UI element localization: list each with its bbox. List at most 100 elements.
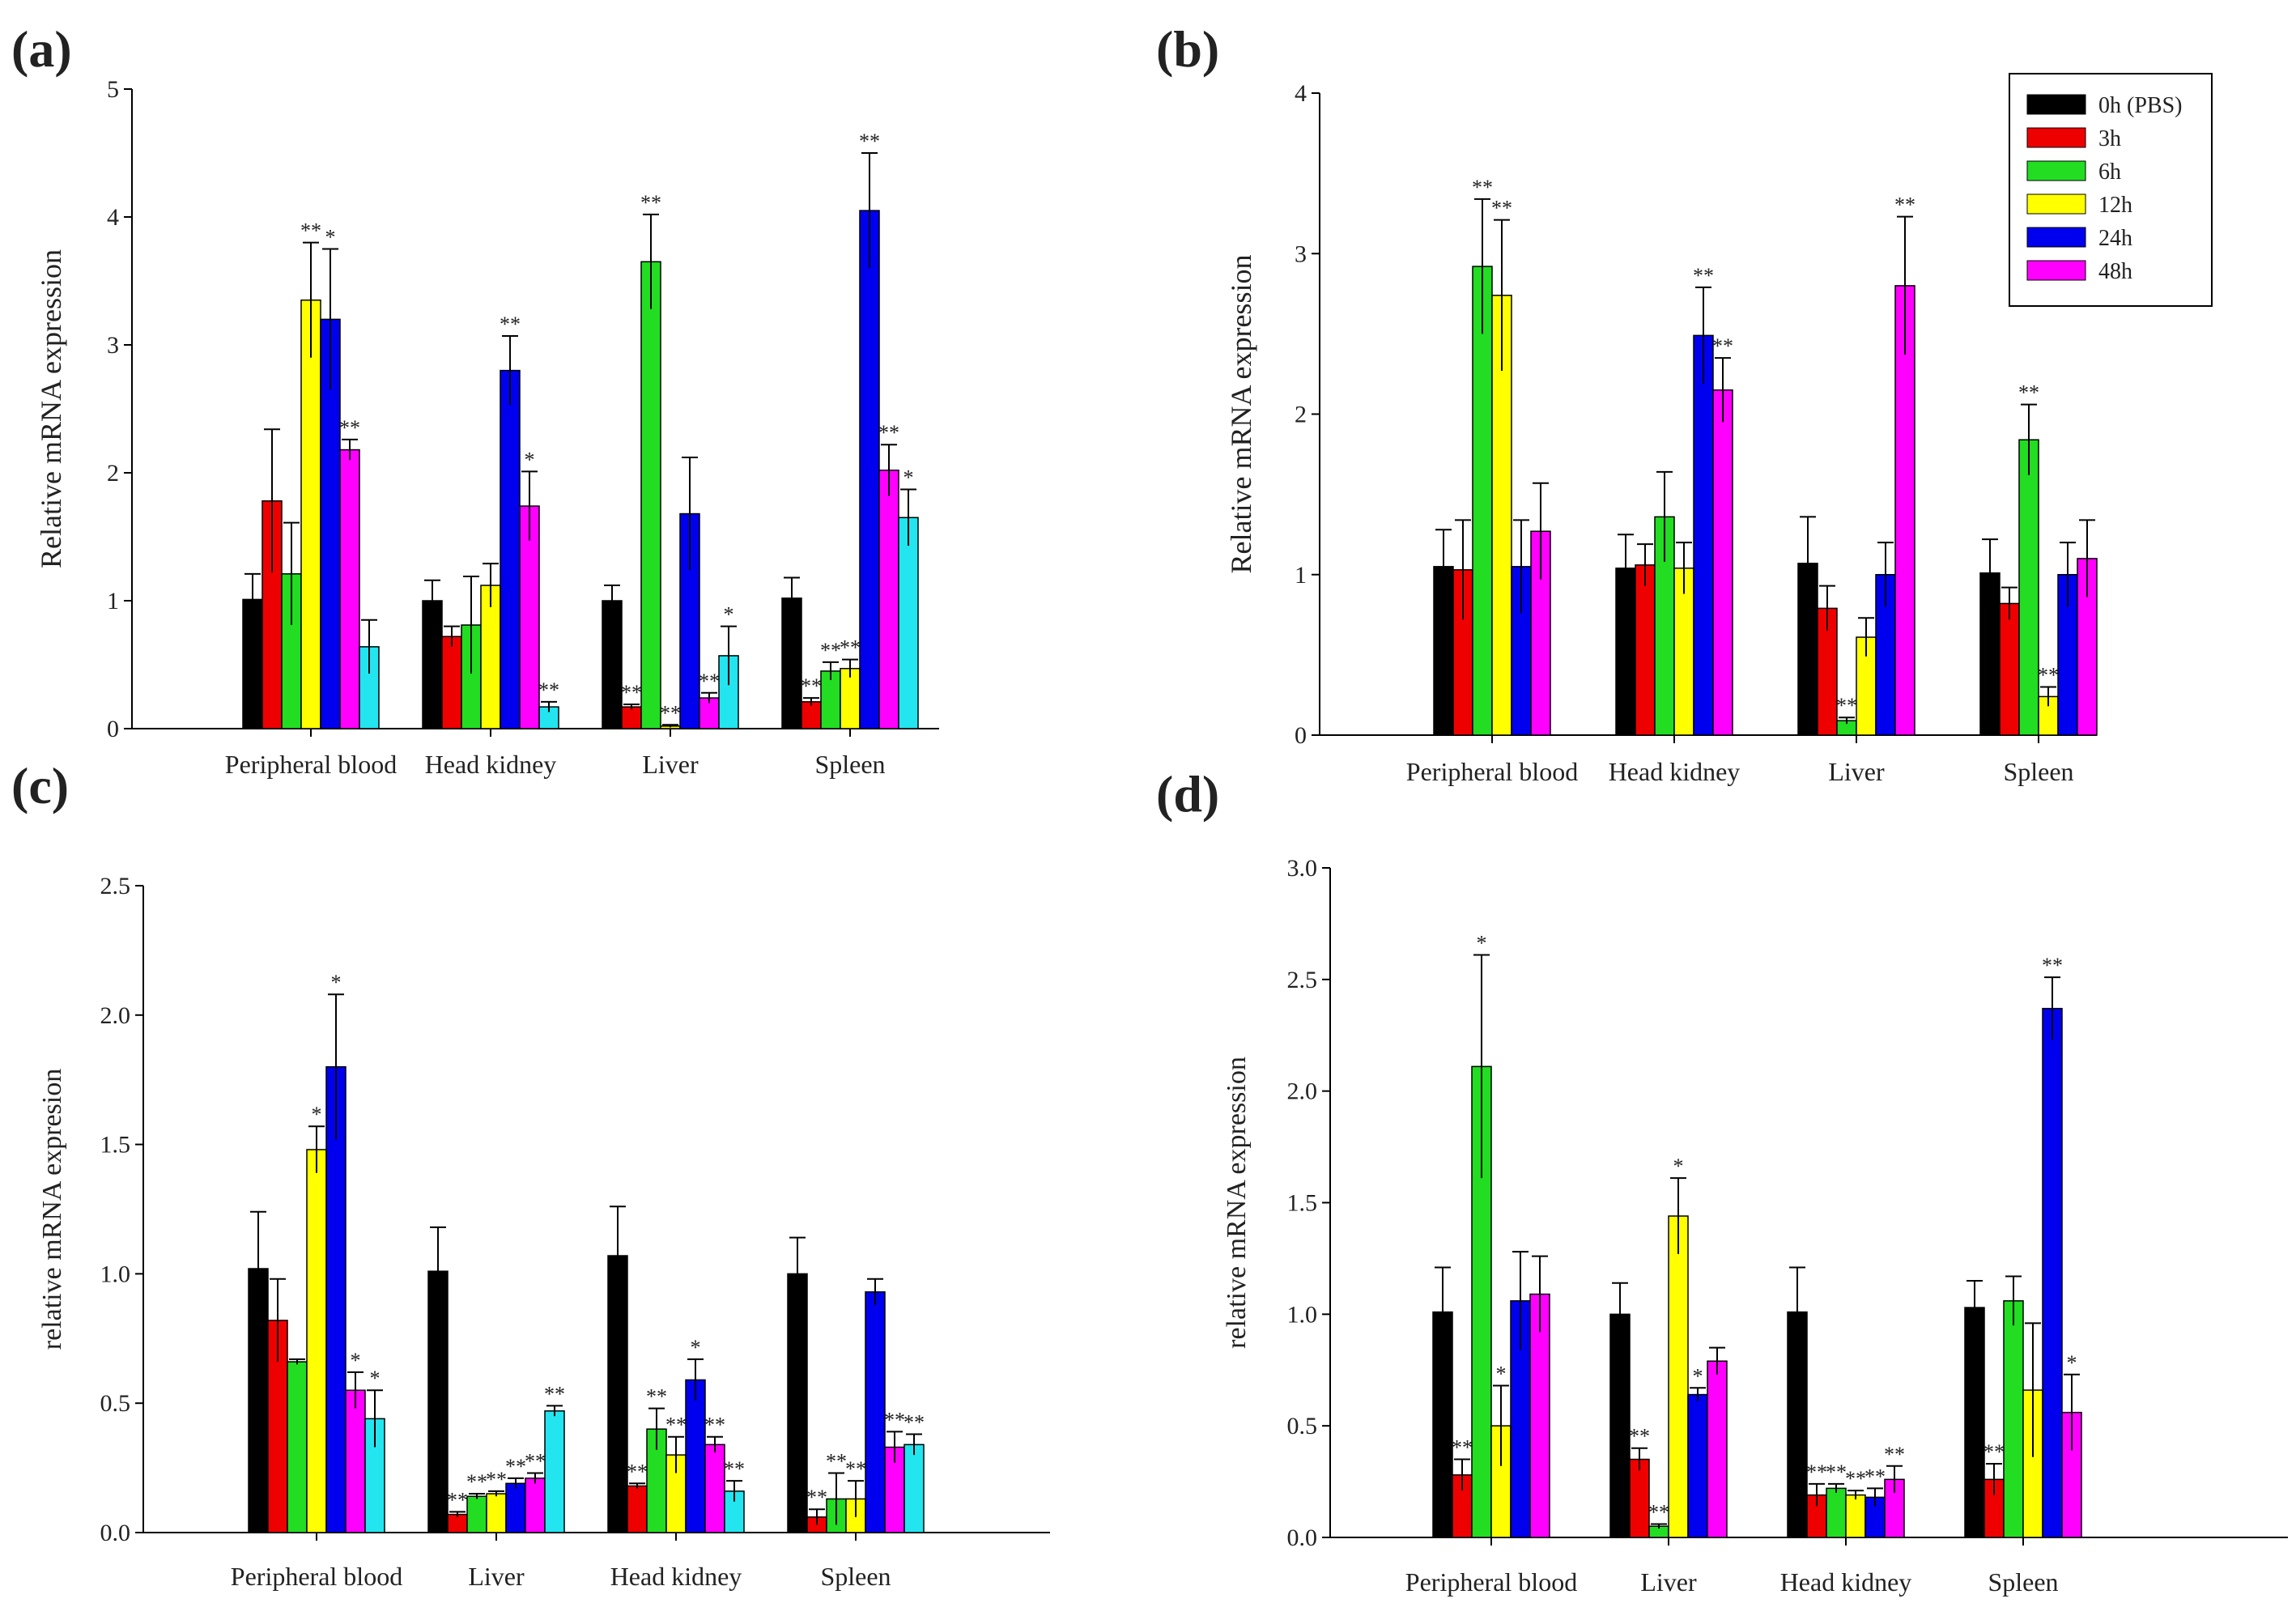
panel-b-letter: (b): [1156, 20, 1219, 78]
y-axis-label: relative mRNA expresion: [37, 1069, 67, 1350]
significance-label: **: [1983, 1440, 2005, 1464]
x-tick-label: Liver: [1828, 757, 1885, 786]
significance-label: **: [627, 1460, 648, 1483]
y-tick-label: 3: [107, 332, 119, 359]
significance-label: *: [724, 603, 734, 627]
legend-swatch: [2026, 127, 2086, 148]
legend-entry: 48h: [2026, 259, 2132, 284]
significance-label: **: [1864, 1465, 1886, 1488]
bar: [1712, 389, 1733, 736]
bar: [441, 636, 462, 729]
bar: [505, 1482, 526, 1533]
significance-label: **: [806, 1486, 827, 1509]
significance-label: **: [878, 421, 899, 444]
legend-label: 0h (PBS): [2098, 93, 2182, 118]
legend-entry: 3h: [2026, 126, 2121, 151]
significance-label: **: [1826, 1461, 1847, 1484]
legend-swatch: [2026, 193, 2086, 215]
significance-label: *: [691, 1336, 701, 1359]
significance-label: **: [1845, 1467, 1866, 1490]
significance-label: **: [859, 130, 880, 153]
legend-swatch: [2026, 94, 2086, 115]
bar: [1964, 1307, 1985, 1538]
bar: [859, 210, 880, 729]
significance-label: **: [2038, 664, 2059, 687]
y-tick-label: 0.5: [1287, 1413, 1318, 1439]
legend-label: 6h: [2098, 159, 2121, 185]
bar: [339, 449, 360, 729]
significance-label: **: [660, 701, 681, 725]
significance-label: **: [1452, 1436, 1473, 1460]
bar: [544, 1410, 565, 1533]
legend-swatch: [2026, 227, 2086, 248]
bar: [1999, 602, 2020, 736]
significance-label: **: [466, 1470, 487, 1494]
bar: [1826, 1487, 1847, 1538]
bar: [787, 1273, 808, 1533]
y-tick-label: 1.0: [100, 1261, 131, 1287]
legend-entry: 6h: [2026, 159, 2121, 185]
panel-d: (d) 0.0 0.5 1.0 1.5 2.0 2.5 3.0 relative mRNA e…: [1156, 765, 2288, 1597]
significance-label: *: [904, 466, 914, 490]
bar: [466, 1495, 487, 1533]
y-tick-label: 4: [1295, 80, 1307, 107]
y-tick-label: 2.5: [1287, 967, 1318, 993]
significance-label: *: [1693, 1364, 1703, 1388]
bar: [1668, 1215, 1689, 1538]
bar: [325, 1065, 347, 1533]
bar: [345, 1389, 366, 1533]
significance-label: **: [2042, 954, 2063, 977]
significance-label: **: [621, 681, 642, 704]
legend-label: 3h: [2098, 126, 2121, 151]
significance-label: **: [1693, 264, 1714, 287]
panel-b: (b) 0 1 2 3 4 Relative mRNA expression Periphe…: [1156, 20, 2098, 786]
significance-label: *: [370, 1367, 381, 1390]
significance-label: *: [331, 971, 342, 994]
y-tick-label: 3: [1295, 240, 1307, 267]
bar: [1472, 266, 1493, 736]
significance-label: **: [447, 1488, 468, 1512]
bar: [1687, 1393, 1708, 1538]
significance-label: *: [2067, 1351, 2077, 1375]
x-tick-label: Peripheral blood: [231, 1562, 402, 1591]
y-tick-label: 2: [107, 460, 119, 487]
y-tick-label: 1.5: [100, 1132, 131, 1159]
y-axis-label: relative mRNA expression: [1222, 1057, 1252, 1349]
significance-label: **: [884, 1408, 905, 1431]
bar: [306, 1149, 327, 1533]
significance-label: **: [1884, 1443, 1905, 1466]
y-tick-label: 5: [107, 76, 119, 103]
bar: [2018, 439, 2039, 736]
significance-label: **: [840, 636, 861, 660]
y-axis-label: Relative mRNA expression: [35, 249, 67, 568]
x-tick-label: Spleen: [1988, 1567, 2058, 1597]
significance-label: **: [1648, 1500, 1669, 1524]
bar: [704, 1444, 725, 1533]
y-axis-label: Relative mRNA expression: [1225, 255, 1257, 574]
y-tick-label: 2.0: [100, 1002, 131, 1029]
bar: [287, 1361, 308, 1533]
bar: [1707, 1360, 1728, 1538]
y-tick-label: 0.0: [1287, 1524, 1318, 1551]
x-tick-label: Liver: [468, 1562, 525, 1591]
y-tick-label: 2.5: [100, 873, 131, 899]
significance-label: **: [1712, 334, 1733, 358]
bar: [500, 369, 521, 729]
bar: [840, 667, 861, 729]
legend-label: 12h: [2098, 193, 2132, 218]
bar: [1693, 334, 1714, 736]
y-tick-label: 1.0: [1287, 1301, 1318, 1328]
significance-label: *: [1673, 1154, 1684, 1178]
x-tick-label: Liver: [642, 750, 699, 779]
bar: [1609, 1313, 1631, 1538]
x-tick-label: Peripheral blood: [1405, 1567, 1577, 1597]
significance-label: **: [1894, 193, 1915, 217]
legend: 0h (PBS) 3h 6h 12h 24h 48h: [2009, 73, 2213, 307]
significance-label: **: [665, 1414, 687, 1437]
panel-a-letter: (a): [11, 20, 72, 78]
significance-label: **: [820, 639, 841, 662]
bar: [1845, 1494, 1866, 1538]
x-tick-label: Spleen: [2003, 757, 2073, 786]
significance-label: **: [2018, 381, 2039, 405]
y-tick-label: 1: [107, 588, 119, 614]
